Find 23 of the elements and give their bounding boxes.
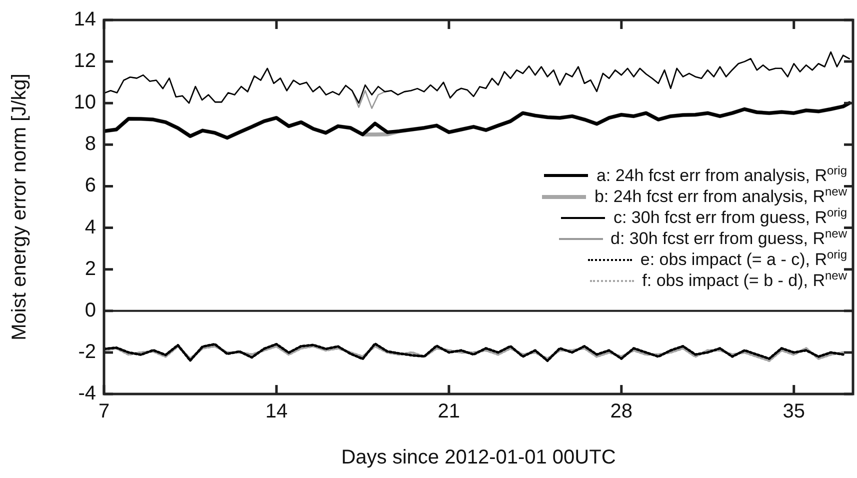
legend-label: a: 24h fcst err from analysis, R$^{orig}$ <box>596 163 847 186</box>
y-tick-label: -2 <box>78 340 96 363</box>
y-tick-label: -4 <box>78 382 96 405</box>
x-tick-label: 7 <box>98 400 110 423</box>
x-tick-label: 14 <box>265 400 288 423</box>
x-tick-label: 21 <box>438 400 460 423</box>
y-tick-label: 2 <box>84 258 96 280</box>
y-tick-label: 8 <box>84 133 96 156</box>
y-tick-label: 10 <box>74 92 96 114</box>
legend-label: f: obs impact (= b - d), R$^{new}$ <box>642 268 847 291</box>
y-tick-label: 4 <box>84 216 96 238</box>
y-axis-title: Moist energy error norm [J/kg] <box>8 74 31 340</box>
legend-label: b: 24h fcst err from analysis, R$^{new}$ <box>594 184 847 207</box>
y-tick-label: 6 <box>84 174 96 197</box>
y-tick-label: 0 <box>84 299 96 322</box>
legend-label: e: obs impact (= a - c), R$^{orig}$ <box>640 247 847 270</box>
legend-label: c: 30h fcst err from guess, R$^{orig}$ <box>613 205 847 228</box>
y-tick-label: 14 <box>74 8 96 31</box>
legend-label: d: 30h fcst err from guess, R$^{new}$ <box>610 226 847 249</box>
x-axis-title: Days since 2012-01-01 00UTC <box>341 446 616 469</box>
x-tick-label: 28 <box>610 400 633 423</box>
x-tick-label: 35 <box>782 400 805 423</box>
y-tick-label: 12 <box>74 50 96 72</box>
